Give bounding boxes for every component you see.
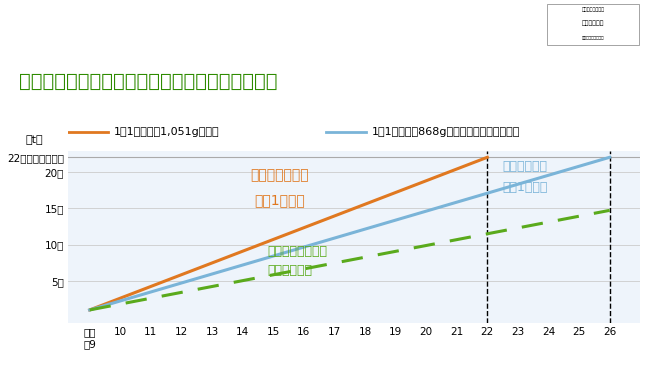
Text: 環　境　業　務　課: 環 境 業 務 課 [582, 36, 604, 41]
Text: 市長記者会見資料: 市長記者会見資料 [582, 7, 604, 12]
Text: さらにごみの量を
減らした場合: さらにごみの量を 減らした場合 [267, 245, 327, 277]
FancyBboxPatch shape [547, 4, 640, 45]
Text: ごみ量現状維持
（約1４年）: ごみ量現状維持 （約1４年） [250, 168, 309, 207]
Text: 1日1人あたり1,051gの場合: 1日1人あたり1,051gの場合 [114, 127, 220, 137]
Text: 【新処分場の埋立可能容量と埋立処分量の予測】: 【新処分場の埋立可能容量と埋立処分量の予測】 [20, 72, 278, 91]
Text: ごみ量減量後
（約1７年）: ごみ量減量後 （約1７年） [502, 160, 548, 194]
Text: （t）: （t） [25, 135, 43, 145]
Text: 「エコトピア山田」再整備事業と島内山田町会の地域づくり: 「エコトピア山田」再整備事業と島内山田町会の地域づくり [20, 17, 266, 32]
Text: ４　３　３０: ４ ３ ３０ [582, 20, 604, 26]
Text: 1日1人あたり868g（松本市目標値）の場合: 1日1人あたり868g（松本市目標値）の場合 [371, 127, 520, 137]
